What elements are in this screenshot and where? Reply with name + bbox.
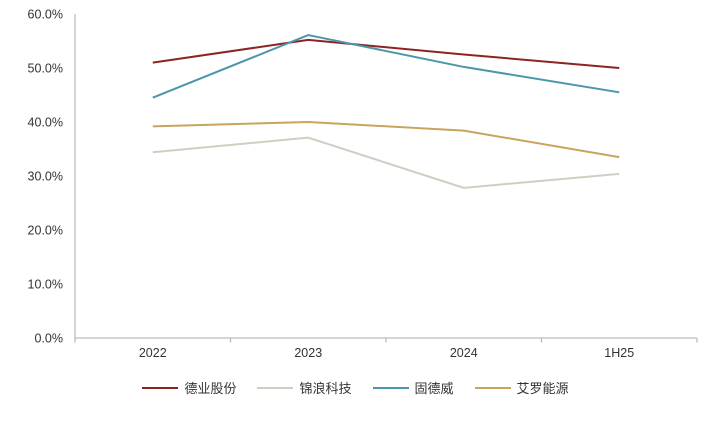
legend-item-goodwe: 固德威 [372, 378, 454, 397]
legend-line-swatch [257, 386, 294, 389]
legend-label: 锦浪科技 [299, 381, 352, 396]
x-tick-label: 2023 [294, 346, 322, 360]
legend-label: 德业股份 [184, 381, 237, 396]
legend-item-ginlong: 锦浪科技 [257, 378, 352, 397]
x-tick-label: 2024 [450, 346, 478, 360]
y-tick-label: 30.0% [28, 170, 63, 184]
legend-label: 固德威 [414, 381, 454, 396]
chart-plot-area: 0.0% 10.0% 20.0% 30.0% 40.0% 50.0% 60.0% 2022 20… [28, 8, 698, 360]
y-tick-label: 20.0% [28, 224, 63, 238]
x-tick-label: 2022 [139, 346, 167, 360]
series-line-3 [152, 121, 620, 159]
legend-line-swatch [142, 386, 179, 389]
legend-line-swatch [372, 386, 409, 389]
legend-item-aero: 艾罗能源 [474, 378, 569, 397]
y-tick-label: 60.0% [28, 8, 63, 22]
y-tick-label: 40.0% [28, 116, 63, 130]
x-tick-label: 1H25 [604, 346, 634, 360]
y-tick-label: 10.0% [28, 278, 63, 292]
legend-line-swatch [474, 386, 511, 389]
legend-item-deye: 德业股份 [142, 378, 236, 397]
chart-legend: 德业股份 锦浪科技 固德威 艾罗能源 [0, 378, 711, 397]
series-line-0 [152, 38, 620, 69]
y-tick-label: 0.0% [35, 332, 64, 346]
series-line-2 [152, 34, 620, 99]
y-tick-label: 50.0% [28, 62, 63, 76]
legend-label: 艾罗能源 [516, 381, 569, 396]
series-line-1 [152, 136, 620, 189]
